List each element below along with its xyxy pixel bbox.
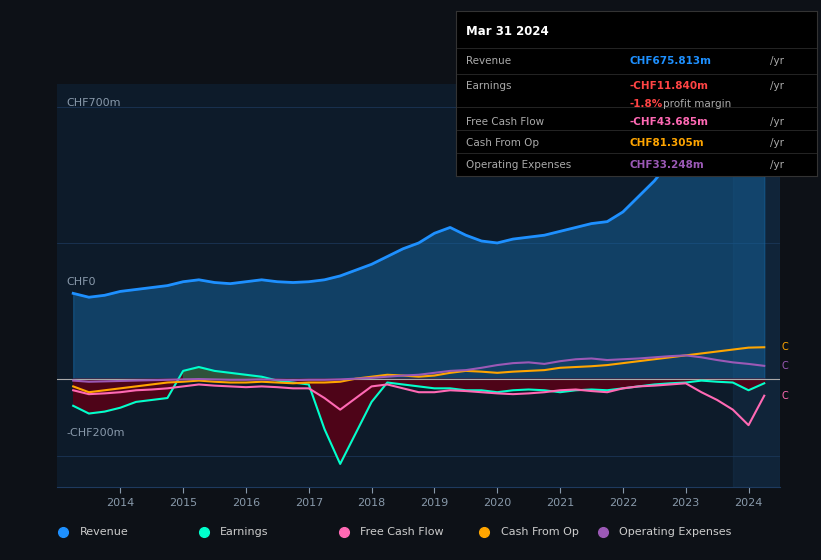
Text: Cash From Op: Cash From Op — [466, 138, 539, 148]
Text: -CHF11.840m: -CHF11.840m — [629, 81, 708, 91]
Text: Free Cash Flow: Free Cash Flow — [466, 117, 544, 127]
Text: CHF33.248m: CHF33.248m — [629, 160, 704, 170]
Text: C: C — [782, 391, 788, 401]
Text: /yr: /yr — [770, 160, 784, 170]
Text: -1.8%: -1.8% — [629, 99, 663, 109]
Text: -CHF43.685m: -CHF43.685m — [629, 117, 708, 127]
Text: C: C — [782, 111, 788, 122]
Text: C: C — [782, 361, 788, 371]
Text: CHF675.813m: CHF675.813m — [629, 56, 711, 66]
Text: Earnings: Earnings — [466, 81, 512, 91]
Text: CHF0: CHF0 — [67, 277, 95, 287]
Text: /yr: /yr — [770, 81, 784, 91]
Text: Operating Expenses: Operating Expenses — [619, 527, 732, 537]
Text: CHF81.305m: CHF81.305m — [629, 138, 704, 148]
Text: Cash From Op: Cash From Op — [501, 527, 579, 537]
Text: /yr: /yr — [770, 138, 784, 148]
Text: profit margin: profit margin — [663, 99, 732, 109]
Text: CHF700m: CHF700m — [67, 98, 121, 108]
Text: Revenue: Revenue — [466, 56, 511, 66]
Text: Revenue: Revenue — [80, 527, 128, 537]
Text: Earnings: Earnings — [220, 527, 268, 537]
Text: /yr: /yr — [770, 117, 784, 127]
Bar — [733, 84, 780, 487]
Text: C: C — [782, 342, 788, 352]
Text: /yr: /yr — [770, 56, 784, 66]
Text: Mar 31 2024: Mar 31 2024 — [466, 25, 549, 38]
Text: Free Cash Flow: Free Cash Flow — [360, 527, 444, 537]
Text: -CHF200m: -CHF200m — [67, 428, 125, 438]
Text: Operating Expenses: Operating Expenses — [466, 160, 571, 170]
